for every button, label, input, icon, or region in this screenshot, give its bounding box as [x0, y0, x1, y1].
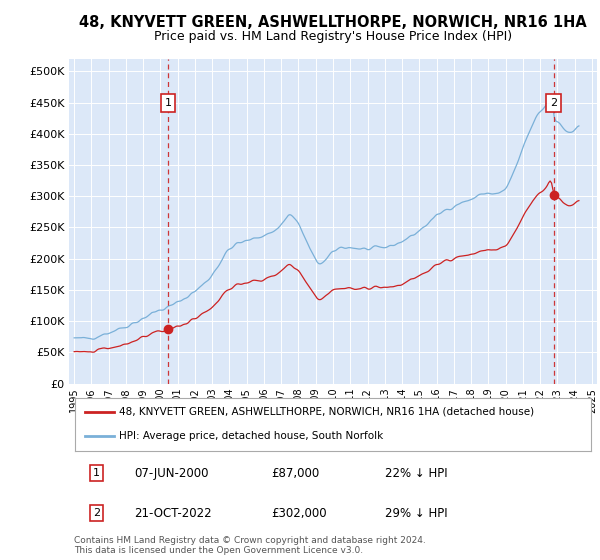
Text: 1: 1	[164, 97, 172, 108]
Text: 48, KNYVETT GREEN, ASHWELLTHORPE, NORWICH, NR16 1HA: 48, KNYVETT GREEN, ASHWELLTHORPE, NORWIC…	[79, 15, 587, 30]
Text: 2: 2	[550, 97, 557, 108]
Text: HPI: Average price, detached house, South Norfolk: HPI: Average price, detached house, Sout…	[119, 431, 383, 441]
Text: 21-OCT-2022: 21-OCT-2022	[134, 507, 212, 520]
Text: 29% ↓ HPI: 29% ↓ HPI	[385, 507, 447, 520]
Text: Price paid vs. HM Land Registry's House Price Index (HPI): Price paid vs. HM Land Registry's House …	[154, 30, 512, 43]
Text: 48, KNYVETT GREEN, ASHWELLTHORPE, NORWICH, NR16 1HA (detached house): 48, KNYVETT GREEN, ASHWELLTHORPE, NORWIC…	[119, 407, 534, 417]
Text: 2: 2	[93, 508, 100, 518]
Text: £87,000: £87,000	[271, 466, 319, 479]
Text: 22% ↓ HPI: 22% ↓ HPI	[385, 466, 447, 479]
Text: Contains HM Land Registry data © Crown copyright and database right 2024.
This d: Contains HM Land Registry data © Crown c…	[74, 536, 426, 556]
Text: 1: 1	[93, 468, 100, 478]
Text: £302,000: £302,000	[271, 507, 327, 520]
Text: 07-JUN-2000: 07-JUN-2000	[134, 466, 209, 479]
